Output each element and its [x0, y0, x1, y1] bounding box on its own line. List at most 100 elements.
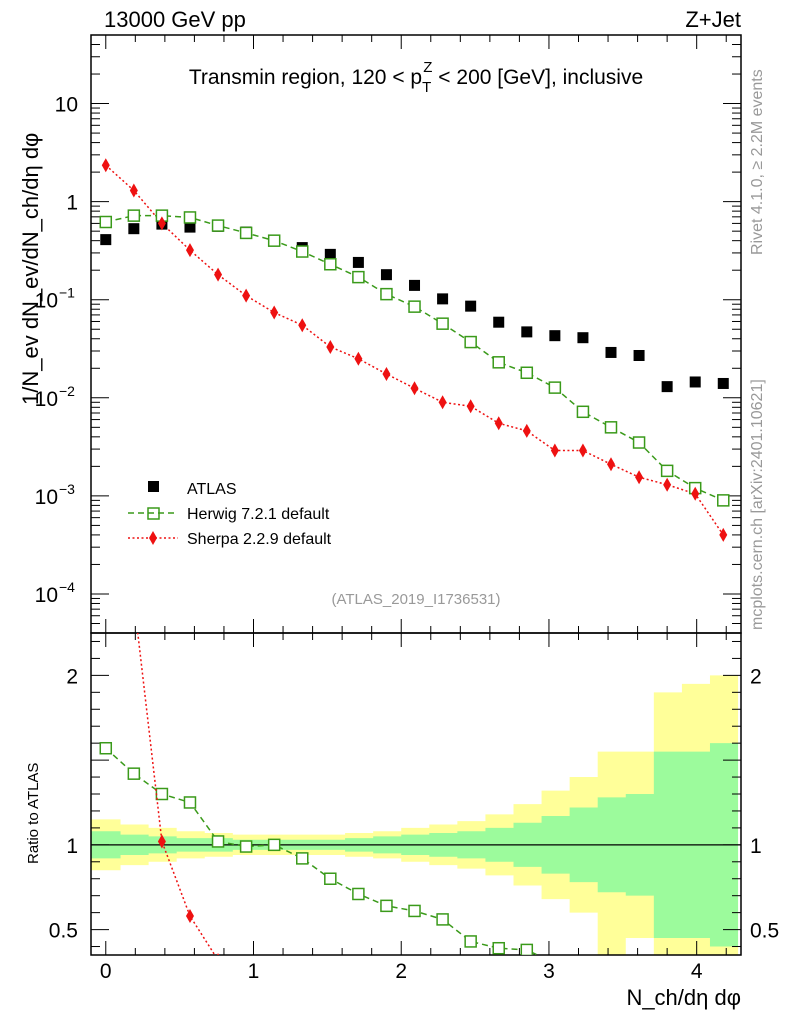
sherpa-point	[578, 443, 587, 458]
herwig-ratio-point	[211, 835, 225, 848]
atlas-point	[409, 279, 421, 291]
sherpa-point	[382, 366, 391, 381]
herwig-ratio-point	[324, 872, 337, 885]
sherpa-point	[438, 395, 447, 410]
plot-title: Transmin region, 120 < pTZ < 200 [GeV], …	[189, 59, 643, 96]
sherpa-ratio-point	[157, 834, 166, 849]
rivet-version-label: Rivet 4.1.0, ≥ 2.2M events	[749, 69, 766, 255]
herwig-ratio-point	[606, 980, 617, 991]
herwig-point	[296, 245, 309, 258]
herwig-ratio-point	[577, 978, 588, 989]
main-data-layer	[99, 158, 730, 542]
sherpa-point	[466, 399, 475, 414]
sherpa-point	[298, 318, 307, 333]
atlas-point	[352, 256, 364, 268]
y-tick-label: 10	[35, 388, 58, 411]
ratio-y-tick-label: 0.5	[49, 920, 78, 943]
herwig-point	[324, 257, 337, 271]
sherpa-point	[522, 423, 531, 438]
y-tick-label: 10	[35, 486, 58, 509]
herwig-point	[520, 366, 534, 380]
atlas-point	[324, 248, 336, 260]
sherpa-point	[719, 527, 728, 542]
ratio-band-outer	[91, 675, 739, 955]
herwig-ratio-point	[380, 899, 393, 913]
legend-sherpa-marker	[149, 531, 157, 545]
sherpa-point	[410, 381, 419, 396]
herwig-point	[548, 381, 562, 394]
legend: ATLAS Herwig 7.2.1 default Sherpa 2.2.9 …	[128, 481, 332, 548]
analysis-id: (ATLAS_2019_I1736531)	[331, 591, 500, 608]
sherpa-ratio-line	[137, 633, 216, 955]
herwig-ratio-point	[520, 943, 534, 955]
y-tick-label: 10	[55, 94, 78, 117]
herwig-line	[105, 214, 724, 502]
plot-title-sup: Z	[423, 59, 432, 76]
y-tick-label-exponent: −2	[59, 383, 75, 399]
ratio-data-layer	[91, 592, 741, 991]
y-tick-label: 1	[66, 192, 78, 215]
x-tick-label: 4	[691, 960, 703, 983]
sherpa-line	[105, 164, 724, 536]
herwig-point	[239, 226, 253, 240]
atlas-point	[437, 293, 449, 305]
sherpa-point	[185, 243, 194, 258]
ratio-y-tick-label-right: 0.5	[750, 920, 779, 943]
herwig-ratio-point	[296, 852, 309, 865]
ratio-y-tick-label-right: 2	[750, 665, 762, 688]
x-tick-label: 1	[248, 960, 260, 983]
herwig-ratio-point	[127, 767, 141, 780]
y-tick-label-exponent: −4	[59, 579, 75, 595]
atlas-point	[100, 234, 112, 246]
legend-herwig-marker	[147, 507, 160, 520]
sherpa-point	[214, 267, 223, 282]
x-tick-label: 0	[100, 960, 112, 983]
y-tick-label-exponent: −3	[59, 481, 75, 497]
herwig-point	[576, 405, 590, 419]
atlas-point	[605, 346, 617, 358]
atlas-point	[184, 221, 196, 233]
herwig-point	[127, 209, 141, 222]
x-axis-label: N_ch/dη dφ	[626, 985, 741, 1010]
atlas-point	[633, 349, 645, 361]
sherpa-point	[101, 158, 110, 173]
atlas-point	[577, 332, 589, 344]
x-tick-label: 2	[395, 960, 407, 983]
atlas-point	[380, 269, 392, 281]
herwig-ratio-point	[155, 787, 169, 801]
herwig-point	[183, 211, 197, 224]
herwig-point	[380, 287, 393, 301]
sherpa-point	[635, 470, 644, 485]
sherpa-point	[129, 183, 138, 198]
sherpa-point	[607, 457, 615, 472]
herwig-point	[492, 356, 505, 369]
herwig-point	[464, 335, 477, 349]
sherpa-point	[494, 416, 503, 431]
atlas-point	[465, 300, 477, 312]
herwig-ratio-point	[267, 838, 281, 852]
herwig-point	[408, 300, 421, 313]
herwig-point	[660, 464, 674, 478]
atlas-point	[549, 330, 561, 342]
atlas-point	[689, 376, 701, 388]
herwig-point	[352, 270, 365, 284]
herwig-point	[717, 494, 730, 507]
herwig-ratio-point	[436, 913, 449, 926]
ratio-y-axis-label: Ratio to ATLAS	[25, 763, 42, 864]
sherpa-point	[550, 443, 559, 458]
herwig-ratio-point	[492, 941, 505, 955]
sherpa-ratio-point	[216, 953, 220, 955]
atlas-point	[717, 377, 729, 389]
ratio-y-tick-label: 2	[66, 665, 78, 688]
herwig-ratio-point	[183, 796, 197, 809]
sherpa-ratio-point	[130, 592, 138, 606]
header-process: Z+Jet	[685, 7, 741, 32]
herwig-ratio-point	[99, 741, 113, 755]
sherpa-point	[242, 288, 251, 303]
herwig-ratio-point	[352, 887, 365, 901]
herwig-ratio-point	[239, 840, 253, 853]
legend-sherpa-label: Sherpa 2.2.9 default	[187, 531, 332, 548]
sherpa-point	[354, 351, 363, 366]
ratio-y-tick-label: 1	[66, 835, 78, 858]
herwig-point	[436, 317, 449, 330]
